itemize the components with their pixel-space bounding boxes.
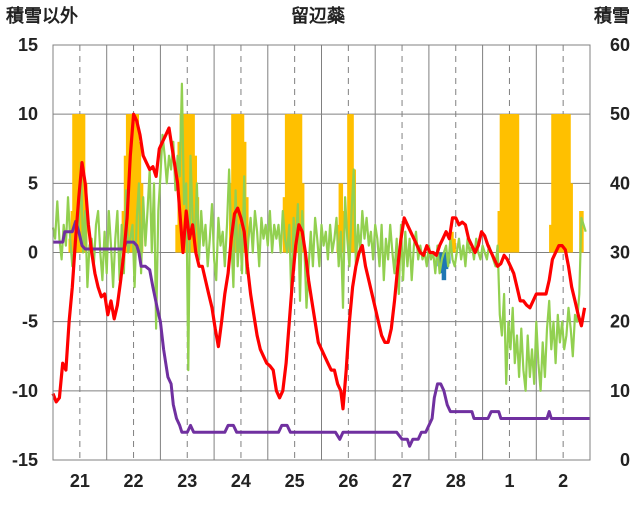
x-tick-label: 25 [285,471,305,491]
x-tick-label: 22 [124,471,144,491]
right-tick-label: 30 [610,243,630,263]
left-tick-label: -15 [12,450,38,470]
sunshine-bar [138,183,144,253]
sunshine-bar [194,197,200,253]
left-tick-label: 15 [18,35,38,55]
left-tick-label: 0 [28,243,38,263]
x-tick-label: 1 [504,471,514,491]
sunshine-bar [568,183,573,253]
left-tick-label: -10 [12,381,38,401]
right-tick-label: 0 [620,450,630,470]
temperature-line [51,112,587,411]
x-tick-label: 27 [392,471,412,491]
x-tick-label: 26 [338,471,358,491]
right-tick-label: 10 [610,381,630,401]
x-tick-label: 23 [177,471,197,491]
right-tick-label: 40 [610,173,630,193]
x-tick-label: 2 [558,471,568,491]
sunshine-bar [451,238,456,253]
sunshine-bar [514,114,520,253]
left-tick-label: -5 [22,312,38,332]
right-tick-label: 60 [610,35,630,55]
x-tick-label: 24 [231,471,251,491]
left-axis-title: 積雪以外 [5,5,78,26]
sunshine-bar [340,211,346,253]
chart-title: 留辺蘂 [291,5,346,26]
snow-depth-line [53,219,590,448]
right-axis-title: 積雪 [593,5,630,26]
left-tick-label: 5 [28,173,38,193]
right-tick-label: 20 [610,312,630,332]
x-tick-label: 28 [446,471,466,491]
series-lines [51,82,590,448]
left-tick-label: 10 [18,104,38,124]
plot-border [52,44,591,461]
x-tick-label: 21 [70,471,90,491]
wind-line [51,82,587,392]
right-tick-label: 50 [610,104,630,124]
